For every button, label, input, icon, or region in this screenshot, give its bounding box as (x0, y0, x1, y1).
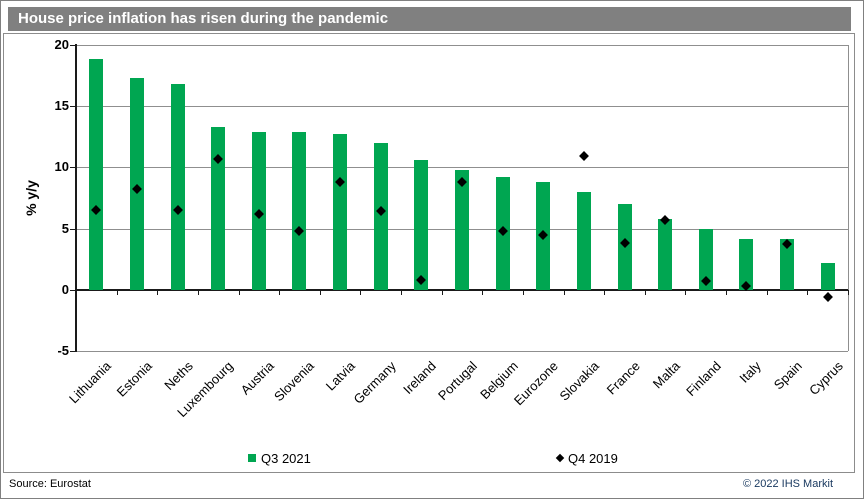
chart-title-bar: House price inflation has risen during t… (8, 7, 851, 31)
y-axis-title: % y/y (23, 180, 39, 216)
source-note: Source: Eurostat (9, 478, 91, 490)
copyright-note: © 2022 IHS Markit (742, 478, 833, 490)
chart-title: House price inflation has risen during t… (18, 10, 389, 27)
legend-item-q4-2019: Q4 2019 (555, 450, 618, 466)
bar-series-swatch-icon (248, 454, 256, 462)
legend-label-q4-2019: Q4 2019 (568, 450, 618, 466)
diamond-series-swatch-icon (555, 453, 565, 463)
legend-item-q3-2021: Q3 2021 (248, 450, 311, 466)
chart-panel (3, 33, 855, 473)
legend-label-q3-2021: Q3 2021 (261, 450, 311, 466)
